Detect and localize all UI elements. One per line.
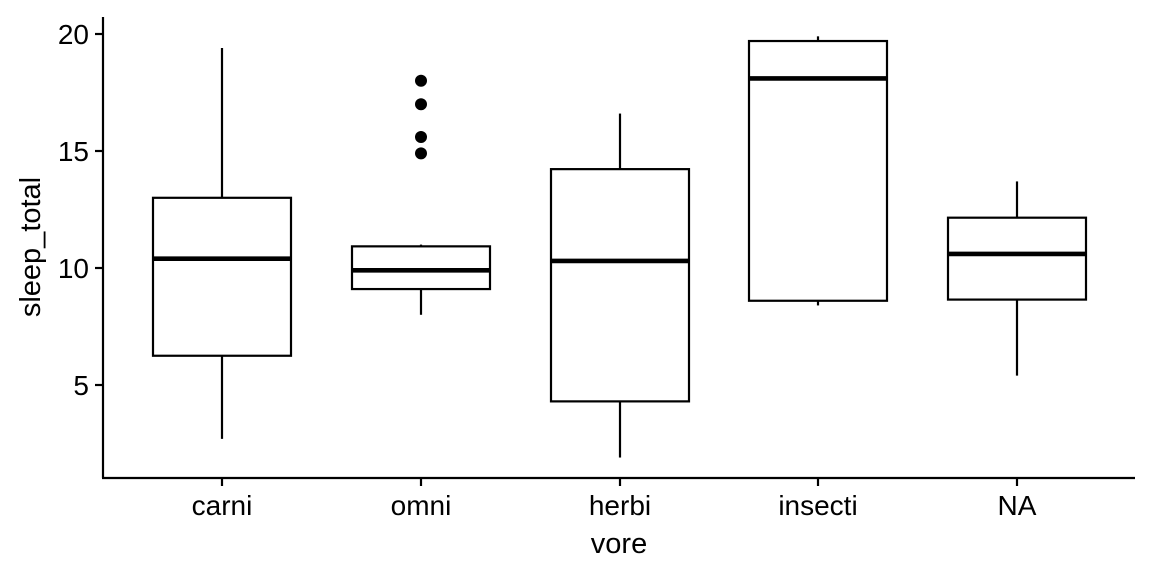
plot-marks (151, 36, 1088, 458)
y-tick-label: 15 (58, 136, 89, 167)
y-tick-label: 20 (58, 19, 89, 50)
x-tick-label: NA (998, 490, 1037, 521)
axes: 5 10 15 20 carni omni herbi insecti NA (58, 17, 1135, 521)
outlier-point (415, 147, 427, 160)
x-tick-label: insecti (778, 490, 857, 521)
outlier-point (415, 98, 427, 111)
box-NA (946, 181, 1088, 376)
box-iqr (350, 245, 492, 291)
y-tick-label: 5 (73, 370, 89, 401)
outlier-point (415, 130, 427, 143)
box-iqr (946, 216, 1088, 301)
y-tick-label: 10 (58, 253, 89, 284)
x-tick-label: herbi (589, 490, 651, 521)
box-iqr (747, 39, 889, 302)
x-axis-title: vore (591, 528, 647, 560)
box-iqr (151, 196, 293, 357)
box-herbi (549, 113, 691, 458)
y-ticks: 5 10 15 20 (58, 19, 103, 401)
outlier-point (415, 74, 427, 87)
y-axis-title: sleep_total (15, 177, 47, 317)
box-carni (151, 48, 293, 439)
box-omni (350, 74, 492, 315)
box-iqr (549, 168, 691, 403)
box-insecti (747, 36, 889, 306)
x-ticks: carni omni herbi insecti NA (192, 478, 1037, 521)
x-tick-label: carni (192, 490, 253, 521)
x-tick-label: omni (391, 490, 452, 521)
